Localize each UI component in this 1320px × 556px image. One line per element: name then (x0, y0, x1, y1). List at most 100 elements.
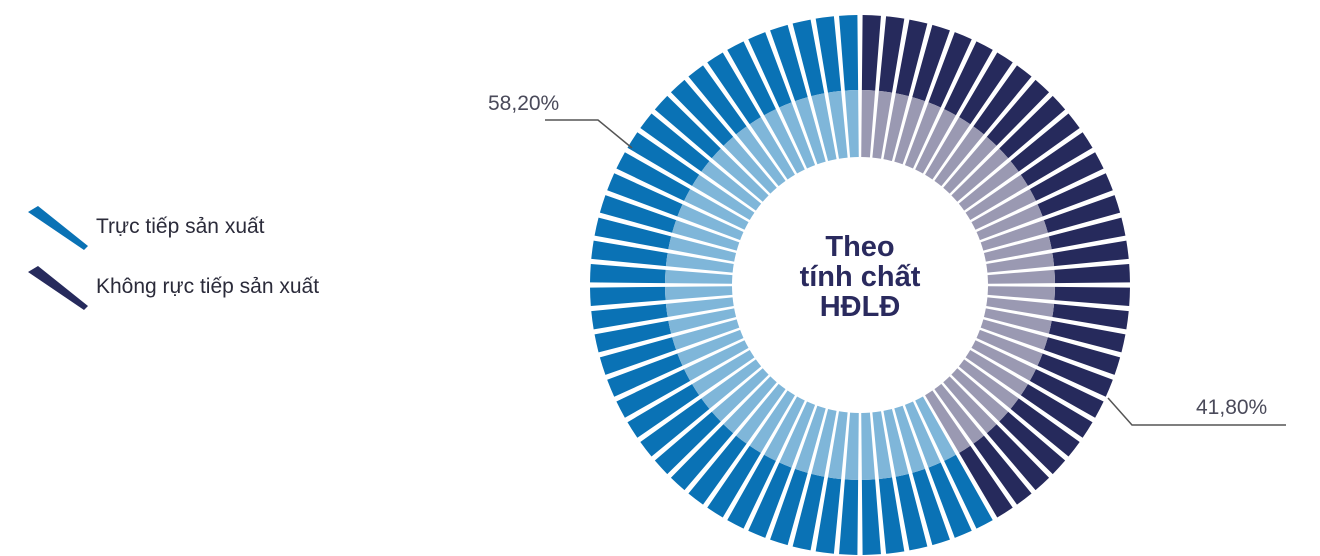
donut-segment-outer (839, 479, 859, 555)
donut-segment-inner (672, 220, 740, 251)
donut-segment-outer (999, 95, 1066, 159)
donut-segment-inner (701, 161, 762, 211)
donut-segment-outer (1029, 369, 1104, 418)
donut-segment-inner (986, 297, 1055, 318)
donut-segment-inner (711, 148, 769, 202)
donut-segment-inner (904, 401, 941, 468)
donut-segment-outer (1029, 152, 1104, 201)
donut-segment-outer (594, 217, 672, 250)
donut-segment-outer (770, 468, 808, 546)
donut-segment-inner (958, 161, 1019, 211)
donut-segment-inner (934, 383, 984, 444)
donut-segment-outer (707, 445, 761, 518)
donut-segment-outer (627, 384, 700, 438)
donut-segment-outer (654, 411, 721, 475)
donut-segment-outer (1052, 240, 1129, 267)
donut-segment-outer (792, 19, 825, 97)
donut-segment-outer (670, 424, 734, 491)
donut-segment-inner (723, 376, 777, 434)
donut-segment-outer (654, 95, 721, 159)
donut-segment-outer (973, 435, 1032, 505)
donut-segment-outer (1048, 217, 1126, 250)
donut-segment-outer (999, 411, 1066, 475)
donut-segment-inner (894, 97, 925, 165)
donut-segment-inner (951, 368, 1009, 422)
donut-segment-outer (1054, 264, 1130, 284)
donut-segment-inner (983, 236, 1052, 262)
donut-segment-inner (883, 93, 909, 162)
donut-segment-outer (727, 454, 776, 529)
donut-segment-inner (983, 308, 1052, 334)
donut-segment-inner (883, 408, 909, 477)
donut-segment-inner (692, 174, 755, 220)
donut-segment-outer (607, 353, 683, 397)
donut-segment-inner (811, 408, 837, 477)
donut-segment-outer (1043, 337, 1121, 375)
donut-segment-inner (986, 252, 1055, 273)
donut-segment-inner (971, 340, 1036, 381)
donut-segment-outer (944, 454, 993, 529)
legend-item-khong-truc-tiep: Không rực tiếp sản xuất (24, 266, 320, 310)
donut-segment-inner (915, 396, 956, 461)
donut-segment-outer (688, 435, 747, 505)
donut-segment-outer (688, 65, 747, 135)
donut-segment-inner (925, 117, 971, 180)
donut-segment-inner (764, 396, 805, 461)
donut-segment-outer (792, 473, 825, 551)
donut-segment-outer (959, 52, 1013, 125)
donut-segment-outer (959, 445, 1013, 518)
donut-segment-inner (965, 350, 1028, 396)
donut-segment-inner (665, 286, 733, 301)
donut-segment-inner (844, 412, 859, 480)
donut-segment-inner (904, 102, 941, 169)
donut-segment-outer (895, 19, 928, 97)
donut-segment-inner (971, 189, 1036, 230)
donut-segment-outer (1043, 195, 1121, 233)
donut-segment-outer (1010, 398, 1080, 457)
donut-segment-inner (943, 136, 997, 194)
legend-item-truc-tiep: Trực tiếp sản xuất (24, 206, 319, 250)
donut-segment-inner (684, 340, 749, 381)
donut-segment-outer (590, 264, 666, 284)
donut-segment-inner (894, 405, 925, 473)
donut-segments (590, 15, 1130, 555)
donut-segment-outer (895, 473, 928, 551)
donut-segment-inner (665, 252, 734, 273)
donut-segment-inner (736, 383, 786, 444)
donut-segment-outer (1048, 320, 1126, 353)
donut-segment-inner (779, 102, 816, 169)
donut-segment-inner (872, 411, 893, 480)
legend-label-khong-truc-tiep: Không rực tiếp sản xuất (96, 275, 320, 298)
donut-segment-inner (965, 174, 1028, 220)
donut-segment-outer (986, 79, 1050, 146)
donut-segment-outer (815, 477, 842, 554)
donut-segment-inner (749, 390, 795, 453)
donut-segment-inner (795, 405, 826, 473)
donut-segment-inner (749, 117, 795, 180)
donut-segment-inner (764, 109, 805, 174)
donut-segment-inner (976, 204, 1043, 241)
chart-title-line-3: HĐLĐ (819, 291, 901, 323)
donut-segment-outer (727, 41, 776, 116)
donut-segment-outer (607, 173, 683, 217)
donut-segment-outer (591, 240, 668, 267)
callout-label-truc-tiep: 58,20% (488, 92, 559, 115)
donut-segment-inner (677, 329, 744, 366)
donut-segment-inner (684, 189, 749, 230)
donut-segment-outer (591, 303, 668, 330)
donut-segment-inner (827, 90, 848, 159)
donut-segment-outer (616, 369, 691, 418)
donut-segment-outer (839, 15, 859, 91)
donut-segment-inner (827, 411, 848, 480)
donut-segment-inner (976, 329, 1043, 366)
donut-segment-outer (590, 286, 666, 306)
donut-segment-inner (958, 359, 1019, 409)
donut-segment-inner (980, 220, 1048, 251)
donut-segment-inner (677, 204, 744, 241)
donut-segment-inner (665, 269, 733, 284)
donut-segment-outer (594, 320, 672, 353)
donut-segment-outer (912, 468, 950, 546)
donut-segment-inner (668, 308, 737, 334)
donut-segment-inner (795, 97, 826, 165)
